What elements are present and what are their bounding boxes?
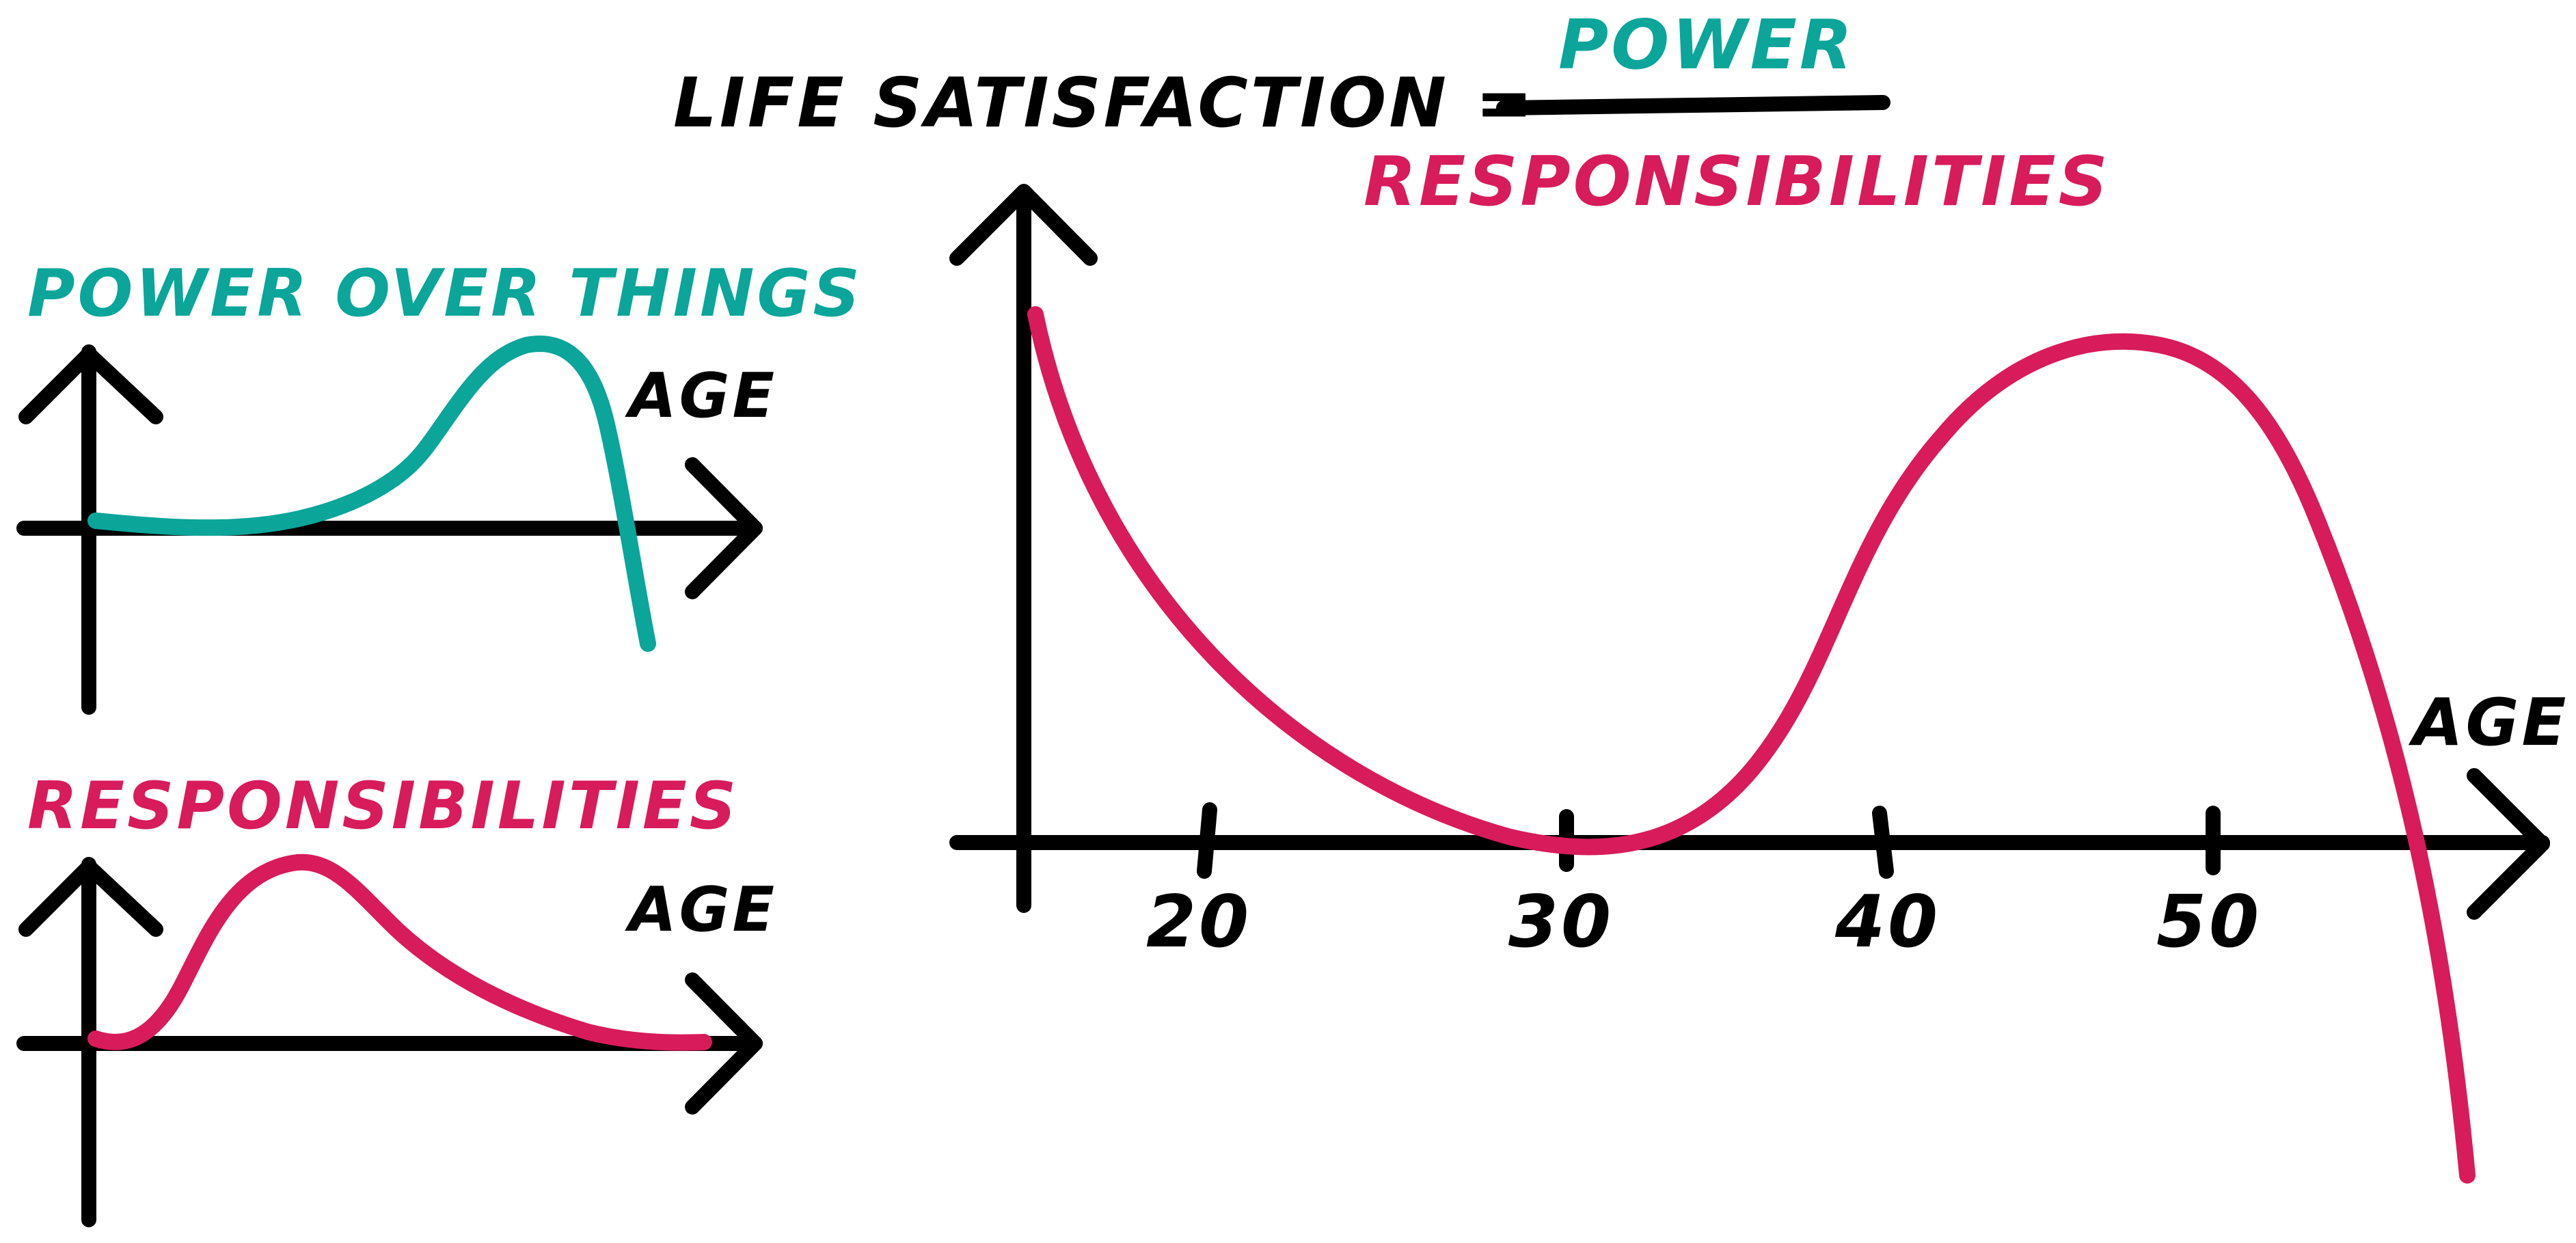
tick-label-40: 40 — [1834, 880, 1940, 964]
responsibilities-chart-title: RESPONSIBILITIES — [27, 769, 739, 844]
main-chart-axes — [949, 184, 2550, 920]
fraction-bar — [1496, 95, 1890, 115]
main-y-arrowhead — [949, 184, 1098, 266]
responsibilities-curve — [87, 853, 712, 1051]
life-satisfaction-curve — [1027, 306, 2476, 1184]
formula-lhs: LIFE SATISFACTION = — [673, 63, 1536, 143]
power-y-arrowhead — [18, 346, 163, 424]
power-curve — [87, 336, 656, 652]
tick-label-30: 30 — [1508, 880, 1614, 964]
tick-label-50: 50 — [2156, 880, 2262, 964]
tick-label-20: 20 — [1146, 880, 1251, 964]
main-age-label: AGE — [2408, 685, 2568, 761]
resp-x-arrowhead — [685, 972, 763, 1115]
resp-age-label: AGE — [625, 874, 777, 946]
tick-mark-40 — [1872, 806, 1894, 879]
resp-y-arrowhead — [18, 859, 163, 937]
tick-mark-20 — [1197, 802, 1217, 879]
power-chart-title: POWER OVER THINGS — [27, 256, 863, 331]
formula-denominator: RESPONSIBILITIES — [1364, 141, 2111, 221]
power-x-arrowhead — [685, 457, 763, 599]
power-age-label: AGE — [625, 360, 777, 432]
main-x-arrowhead — [2467, 768, 2550, 920]
formula-numerator: POWER — [1558, 5, 1855, 85]
